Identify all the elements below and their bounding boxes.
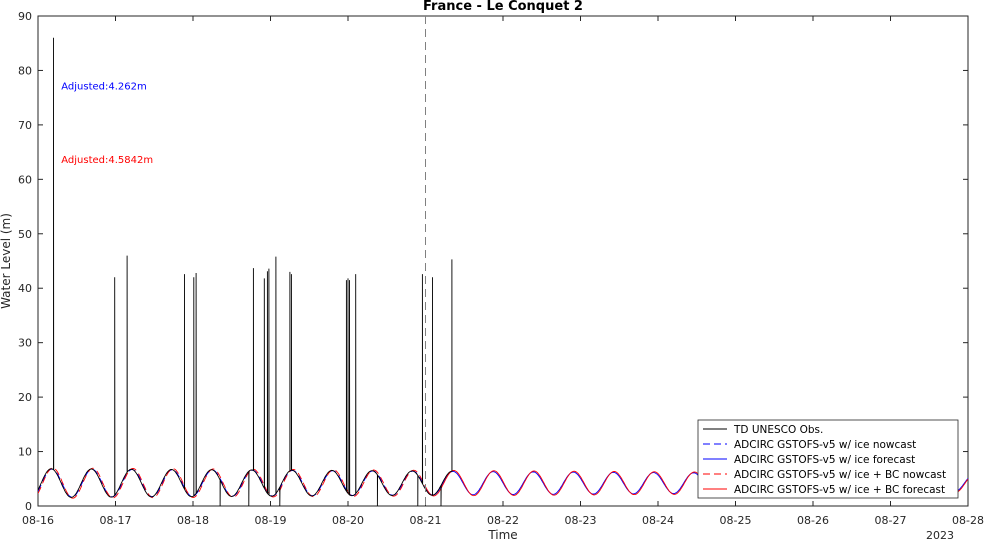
- y-tick-label: 80: [18, 64, 32, 77]
- y-tick-label: 60: [18, 173, 32, 186]
- x-tick-label: 08-27: [875, 514, 907, 527]
- y-tick-label: 0: [25, 500, 32, 513]
- x-tick-label: 08-19: [255, 514, 287, 527]
- x-tick-label: 08-25: [720, 514, 752, 527]
- x-tick-label: 08-18: [177, 514, 209, 527]
- chart-title: France - Le Conquet 2: [423, 0, 583, 14]
- legend-box: [697, 419, 959, 499]
- legend-label: ADCIRC GSTOFS-v5 w/ ice + BC nowcast: [734, 469, 946, 481]
- y-tick-label: 50: [18, 228, 32, 241]
- legend-label: ADCIRC GSTOFS-v5 w/ ice + BC forecast: [734, 484, 945, 496]
- y-tick-label: 10: [18, 446, 32, 459]
- x-tick-label: 08-17: [100, 514, 132, 527]
- x-tick-label: 08-16: [22, 514, 54, 527]
- year-label: 2023: [926, 529, 954, 541]
- legend-label: ADCIRC GSTOFS-v5 w/ ice nowcast: [734, 439, 916, 451]
- y-tick-label: 40: [18, 282, 32, 295]
- series-ice-nowcast: [38, 468, 426, 498]
- legend-label: TD UNESCO Obs.: [733, 424, 823, 436]
- annotation-ice-adjusted: Adjusted:4.262m: [61, 82, 147, 93]
- x-tick-label: 08-28: [952, 514, 984, 527]
- x-tick-label: 08-22: [487, 514, 519, 527]
- legend: TD UNESCO Obs. ADCIRC GSTOFS-v5 w/ ice no…: [697, 419, 959, 499]
- y-tick-label: 70: [18, 119, 32, 132]
- x-tick-label: 08-24: [642, 514, 674, 527]
- legend-label: ADCIRC GSTOFS-v5 w/ ice forecast: [734, 454, 915, 466]
- series-ice-bc-nowcast: [38, 467, 426, 499]
- x-tick-label: 08-21: [410, 514, 442, 527]
- y-tick-label: 30: [18, 337, 32, 350]
- annotation-bc-adjusted: Adjusted:4.5842m: [61, 155, 153, 166]
- x-tick-label: 08-26: [797, 514, 829, 527]
- x-tick-label: 08-23: [565, 514, 597, 527]
- annotations: Adjusted:4.262m Adjusted:4.5842m: [61, 82, 153, 167]
- axis-ticks: 08-16 08-17 08-18 08-19 08-20 08-21 08-22 08-23…: [18, 10, 984, 527]
- series-obs: [38, 37, 453, 506]
- y-tick-label: 90: [18, 10, 32, 23]
- x-tick-label: 08-20: [332, 514, 364, 527]
- y-tick-label: 20: [18, 391, 32, 404]
- y-axis-label: Water Level (m): [0, 213, 13, 309]
- x-axis-label: Time: [487, 528, 517, 541]
